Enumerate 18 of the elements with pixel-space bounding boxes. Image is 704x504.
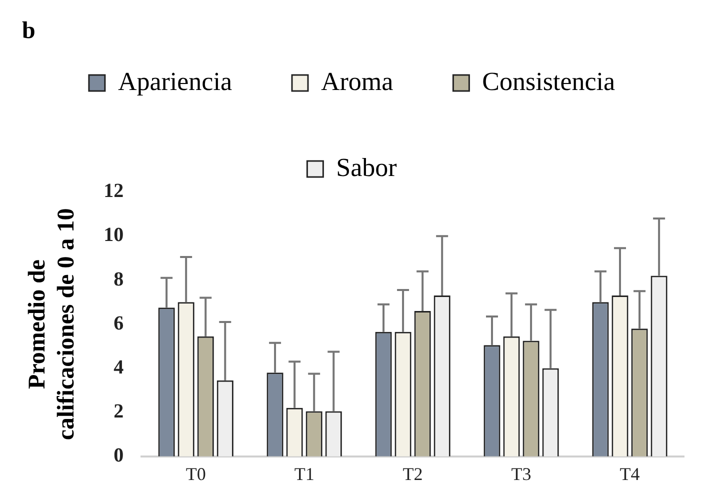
- y-tick-label: 8: [114, 268, 124, 290]
- y-tick-label: 10: [104, 224, 124, 246]
- legend-label: Aroma: [320, 66, 394, 96]
- x-tick-label: T0: [186, 464, 206, 484]
- text: b: [22, 18, 36, 45]
- x-tick-label: T2: [402, 464, 423, 484]
- x-tick-label: T4: [620, 464, 640, 484]
- x-tick-label: T3: [511, 464, 532, 484]
- legend-label: Consistencia: [482, 66, 616, 96]
- x-tick-label: T1: [294, 464, 314, 484]
- y-tick-label: 0: [114, 444, 124, 467]
- y-axis-title: Promedio de calificaciones de 0 a 10: [24, 208, 80, 440]
- y-tick-label: 12: [104, 180, 124, 202]
- y-tick-label: 2: [114, 400, 124, 423]
- legend-label: Apariencia: [118, 66, 232, 96]
- y-tick-label: 6: [114, 312, 124, 334]
- y-tick-label: 4: [114, 356, 124, 378]
- legend-label: Sabor: [336, 152, 398, 182]
